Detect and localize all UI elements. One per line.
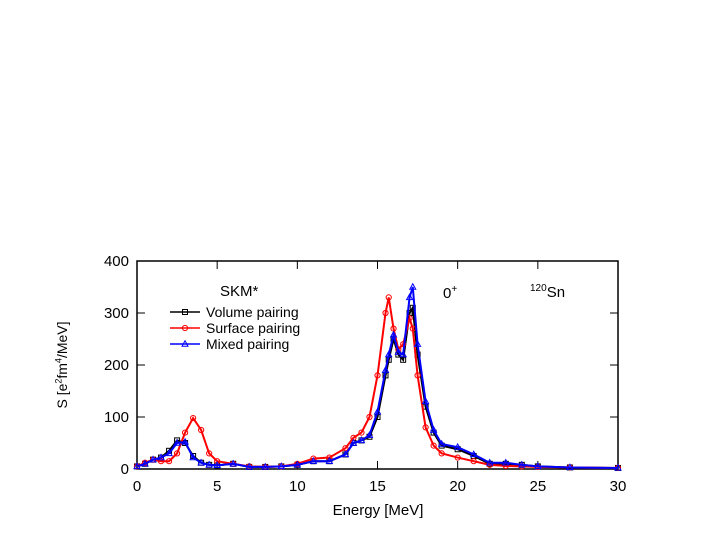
data-point <box>421 397 430 405</box>
data-point <box>485 458 494 466</box>
data-point <box>341 450 350 458</box>
data-point <box>182 429 189 436</box>
text-part: SKM* <box>220 283 259 300</box>
annotation: SKM* <box>220 283 259 300</box>
data-point <box>566 463 574 471</box>
data-point <box>293 460 302 468</box>
data-point <box>469 450 478 458</box>
x-axis-label: Energy [MeV] <box>333 502 424 519</box>
text-part: fm <box>54 363 70 379</box>
data-point <box>325 456 334 464</box>
text-part: S [e <box>54 383 70 408</box>
data-point <box>206 450 213 457</box>
data-point <box>533 462 542 470</box>
x-tick-label: 30 <box>610 478 627 495</box>
x-tick-label: 5 <box>213 478 221 495</box>
data-point <box>614 463 622 471</box>
y-tick-label: 200 <box>104 357 129 374</box>
data-point <box>517 460 526 468</box>
data-point <box>189 453 197 461</box>
data-point <box>198 426 205 434</box>
data-point <box>214 458 221 465</box>
data-point <box>414 372 421 379</box>
data-point <box>358 429 365 436</box>
superscript: 4 <box>53 358 63 363</box>
data-point <box>309 456 318 464</box>
data-point <box>501 458 510 466</box>
data-point <box>190 414 197 422</box>
data-point <box>399 350 408 358</box>
data-point <box>157 458 165 465</box>
x-tick-label: 20 <box>449 478 466 495</box>
data-point <box>213 461 222 469</box>
y-tick-label: 300 <box>104 305 129 322</box>
text-part: 0 <box>443 285 451 302</box>
superscript: 120 <box>530 283 547 294</box>
data-point <box>141 459 149 467</box>
data-point <box>366 413 373 421</box>
legend-label: Mixed pairing <box>206 336 289 352</box>
data-point <box>437 439 446 447</box>
data-point <box>365 430 374 438</box>
data-point <box>165 449 173 457</box>
data-point <box>382 309 389 317</box>
data-point <box>197 458 205 466</box>
text-part: Sn <box>547 284 565 301</box>
data-point <box>422 424 429 431</box>
data-point <box>405 293 414 301</box>
x-tick-label: 0 <box>133 478 141 495</box>
data-point <box>430 442 437 449</box>
data-point <box>408 282 417 290</box>
superscript: 2 <box>53 379 63 384</box>
data-point <box>357 436 366 444</box>
data-point <box>454 454 461 461</box>
data-point <box>349 438 358 446</box>
data-point <box>165 458 173 465</box>
data-point <box>389 330 398 338</box>
data-point <box>374 372 381 379</box>
data-point <box>384 350 393 358</box>
annotation: 120Sn <box>530 283 565 301</box>
legend-marker <box>181 324 189 332</box>
x-tick-label: 10 <box>289 478 306 495</box>
data-point <box>133 462 141 470</box>
y-tick-label: 100 <box>104 409 129 426</box>
y-tick-label: 400 <box>104 253 129 270</box>
data-point <box>394 347 403 355</box>
legend-label: Surface pairing <box>206 320 300 336</box>
legend-marker <box>182 309 188 315</box>
data-point <box>429 425 438 433</box>
data-point <box>373 407 382 415</box>
data-point <box>245 462 254 470</box>
annotation: 0+ <box>443 284 457 302</box>
y-axis-label: S [e2fm4/MeV] <box>53 321 70 408</box>
text-part: /MeV] <box>54 321 70 358</box>
x-tick-label: 25 <box>529 478 546 495</box>
data-point <box>381 365 390 373</box>
data-point <box>157 453 165 461</box>
superscript: + <box>451 284 457 295</box>
data-point <box>438 450 445 457</box>
x-tick-label: 15 <box>369 478 386 495</box>
legend-label: Volume pairing <box>206 304 299 320</box>
data-point <box>229 459 238 467</box>
data-point <box>470 458 477 465</box>
data-point <box>173 450 181 457</box>
data-point <box>149 455 157 463</box>
data-point <box>181 437 189 445</box>
data-point <box>453 442 462 450</box>
data-point <box>205 460 213 468</box>
data-point <box>173 438 181 446</box>
data-point <box>413 339 422 347</box>
data-point <box>277 462 286 470</box>
data-point <box>385 294 392 301</box>
data-point <box>261 462 270 470</box>
legend-marker <box>181 339 189 347</box>
y-tick-label: 0 <box>121 461 129 478</box>
